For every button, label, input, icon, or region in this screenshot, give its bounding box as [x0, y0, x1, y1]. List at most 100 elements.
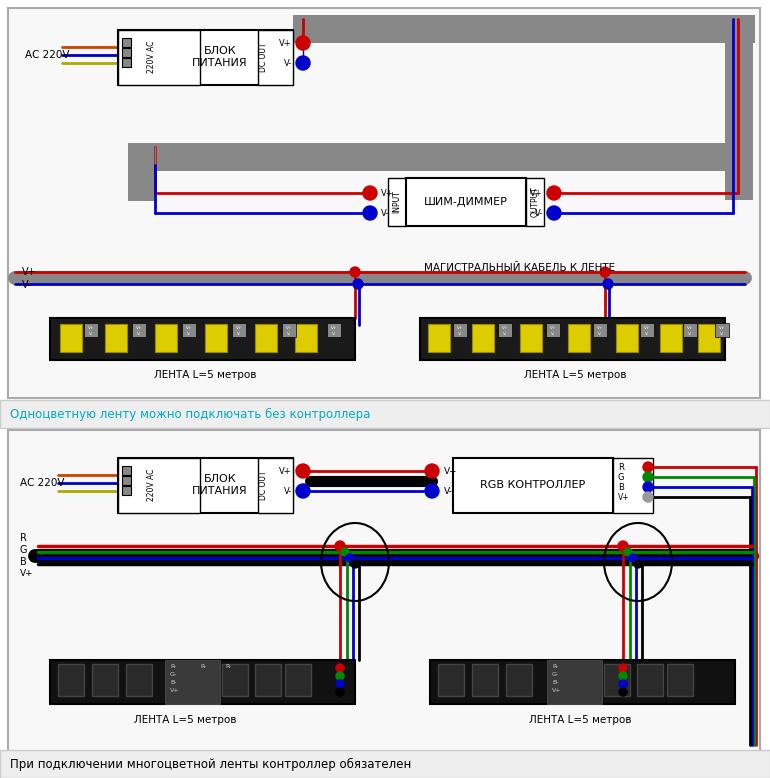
Bar [327, 323, 341, 337]
Bar [506, 664, 532, 696]
Bar [222, 664, 248, 696]
Bar [8, 430, 760, 755]
Text: ЛЕНТА L=5 метров: ЛЕНТА L=5 метров [134, 715, 236, 725]
Bar [118, 458, 293, 513]
Text: V-: V- [332, 332, 336, 336]
Circle shape [363, 206, 377, 220]
Text: B-: B- [170, 681, 176, 685]
Text: V+: V+ [331, 326, 337, 330]
Bar [50, 660, 355, 704]
Text: БЛОК
ПИТАНИЯ: БЛОК ПИТАНИЯ [192, 46, 248, 68]
Text: DC OUT: DC OUT [259, 42, 269, 72]
Bar [126, 664, 152, 696]
Text: V+: V+ [22, 267, 37, 277]
Bar [498, 323, 512, 337]
Circle shape [634, 560, 642, 568]
Circle shape [643, 482, 653, 492]
Text: ЛЕНТА L=5 метров: ЛЕНТА L=5 метров [529, 715, 631, 725]
Text: V+: V+ [444, 467, 457, 475]
Bar [258, 30, 293, 85]
Bar [0, 400, 770, 428]
Circle shape [341, 548, 349, 556]
Circle shape [363, 186, 377, 200]
Text: INPUT: INPUT [393, 191, 401, 213]
Bar [50, 318, 355, 360]
Bar [604, 664, 630, 696]
Text: AC 220V: AC 220V [20, 478, 65, 488]
Text: V-: V- [551, 332, 555, 336]
Bar [568, 324, 590, 352]
Text: V-: V- [237, 332, 241, 336]
Text: RGB КОНТРОЛЛЕР: RGB КОНТРОЛЛЕР [480, 480, 586, 490]
Bar [472, 324, 494, 352]
Circle shape [624, 548, 632, 556]
Text: Одноцветную ленту можно подключать без контроллера: Одноцветную ленту можно подключать без к… [10, 408, 370, 421]
Bar [438, 664, 464, 696]
Text: V+: V+ [170, 689, 179, 693]
Bar [282, 323, 296, 337]
Text: V-: V- [534, 209, 543, 218]
Text: 220V AC: 220V AC [148, 469, 156, 501]
Text: V+: V+ [286, 326, 292, 330]
Text: V+: V+ [502, 326, 508, 330]
Circle shape [619, 664, 627, 672]
Bar [118, 458, 200, 513]
Circle shape [296, 484, 310, 498]
Circle shape [603, 279, 613, 289]
Text: R-: R- [170, 664, 176, 670]
Text: V-: V- [284, 486, 292, 496]
Text: G: G [20, 545, 28, 555]
Text: G-: G- [170, 672, 177, 678]
Text: V-: V- [598, 332, 602, 336]
Bar [593, 323, 607, 337]
Circle shape [619, 672, 627, 680]
Bar [526, 178, 544, 226]
Circle shape [350, 267, 360, 277]
Text: B: B [20, 557, 27, 567]
Bar [715, 323, 729, 337]
Bar [122, 466, 131, 475]
Text: ЛЕНТА L=5 метров: ЛЕНТА L=5 метров [524, 370, 626, 380]
Text: V+: V+ [280, 38, 292, 47]
Bar [255, 664, 281, 696]
Text: G: G [618, 472, 624, 482]
Circle shape [296, 36, 310, 50]
Text: R: R [618, 462, 624, 471]
Text: V+: V+ [381, 188, 393, 198]
Text: V+: V+ [618, 492, 630, 502]
Bar [637, 664, 663, 696]
Bar [8, 8, 760, 398]
Bar [613, 458, 653, 513]
Text: DC OUT: DC OUT [259, 470, 269, 499]
Bar [92, 664, 118, 696]
Text: V+: V+ [136, 326, 142, 330]
Text: V+: V+ [20, 569, 34, 579]
Text: 220V AC: 220V AC [148, 40, 156, 73]
Text: V+: V+ [88, 326, 94, 330]
Bar [640, 323, 654, 337]
Bar [698, 324, 720, 352]
Text: V-: V- [187, 332, 191, 336]
Text: V+: V+ [186, 326, 192, 330]
Text: V-: V- [284, 58, 292, 68]
Bar [683, 323, 697, 337]
Bar [165, 660, 220, 704]
Bar [547, 660, 602, 704]
Text: G-: G- [552, 672, 559, 678]
Text: V+: V+ [531, 188, 543, 198]
Text: ЛЕНТА L=5 метров: ЛЕНТА L=5 метров [154, 370, 256, 380]
Circle shape [619, 680, 627, 688]
Bar [258, 458, 293, 513]
Text: V-: V- [720, 332, 724, 336]
Bar [520, 324, 542, 352]
Circle shape [336, 664, 344, 672]
Circle shape [600, 267, 610, 277]
Text: V+: V+ [236, 326, 243, 330]
Text: V+: V+ [552, 689, 561, 693]
Bar [132, 323, 146, 337]
Text: ШИМ-ДИММЕР: ШИМ-ДИММЕР [424, 197, 508, 207]
Circle shape [336, 680, 344, 688]
Circle shape [643, 462, 653, 472]
Text: OUTPUT: OUTPUT [531, 187, 540, 217]
Circle shape [336, 672, 344, 680]
